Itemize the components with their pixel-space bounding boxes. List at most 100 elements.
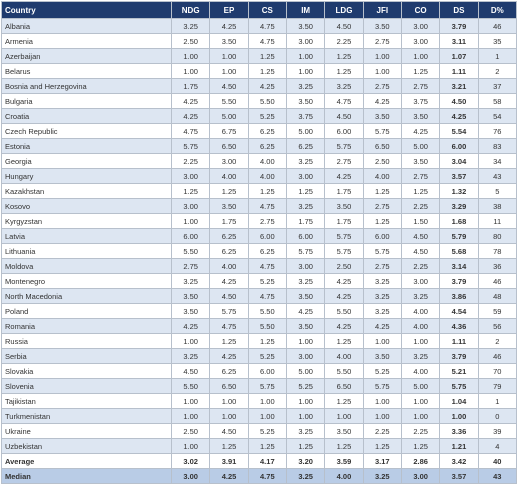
cell: 2.86 (400, 453, 441, 469)
cell: 1.75 (324, 213, 364, 229)
cell: 5.25 (247, 348, 287, 364)
table-row: Azerbaijan 1.00 1.00 1.25 1.00 1.25 1.00 1.00 1.… (1, 48, 518, 64)
cell: 3.00 (285, 348, 326, 364)
cell: 5.75 (170, 138, 211, 154)
cell: 4.75 (247, 198, 287, 214)
column-header: Country (1, 1, 172, 19)
table-row: Tajikistan 1.00 1.00 1.00 1.00 1.25 1.00 1.00 1.… (1, 393, 518, 409)
cell: 6.50 (209, 378, 249, 394)
cell: 1.00 (170, 393, 211, 409)
cell: 3.79 (439, 18, 479, 34)
cell: 3.25 (285, 468, 326, 484)
cell: 2.25 (400, 258, 441, 274)
cell: 3.36 (439, 423, 479, 439)
cell: 1.32 (439, 183, 479, 199)
cell: 3.25 (285, 153, 326, 169)
cell: 1.00 (362, 48, 402, 64)
cell: 4.54 (439, 303, 479, 319)
cell: 76 (477, 123, 518, 139)
cell: 2.50 (170, 33, 211, 49)
cell: 2.75 (400, 168, 441, 184)
cell: 1.00 (400, 408, 441, 424)
table-row: Average 3.02 3.91 4.17 3.20 3.59 3.17 2.86 3.42 4… (1, 453, 518, 469)
cell: 1.75 (324, 183, 364, 199)
cell: 3.25 (362, 303, 402, 319)
row-label: Albania (1, 18, 172, 34)
cell: 5.25 (247, 423, 287, 439)
cell: 1 (477, 393, 518, 409)
cell: 1.25 (209, 438, 249, 454)
cell: 1.25 (209, 333, 249, 349)
column-header: DS (439, 1, 479, 19)
cell: 1 (477, 48, 518, 64)
cell: 0 (477, 408, 518, 424)
row-label: North Macedonia (1, 288, 172, 304)
cell: 4.00 (324, 468, 364, 484)
cell: 3.50 (209, 198, 249, 214)
cell: 4.00 (209, 168, 249, 184)
cell: 1.75 (170, 78, 211, 94)
cell: 3.11 (439, 33, 479, 49)
cell: 3.00 (285, 258, 326, 274)
cell: 54 (477, 108, 518, 124)
cell: 5.50 (324, 303, 364, 319)
cell: 1.25 (247, 48, 287, 64)
cell: 4.50 (209, 423, 249, 439)
cell: 46 (477, 273, 518, 289)
table-row: Croatia 4.25 5.00 5.25 3.75 4.50 3.50 3.50 4.25 5… (1, 108, 518, 124)
column-header: D% (477, 1, 518, 19)
cell: 3.00 (170, 468, 211, 484)
cell: 1.00 (362, 393, 402, 409)
cell: 3.25 (400, 348, 441, 364)
cell: 2.25 (400, 198, 441, 214)
table-row: Moldova 2.75 4.00 4.75 3.00 2.50 2.75 2.25 3.14 3… (1, 258, 518, 274)
cell: 4.50 (324, 18, 364, 34)
cell: 1.00 (285, 393, 326, 409)
cell: 5.75 (209, 303, 249, 319)
table-row: Armenia 2.50 3.50 4.75 3.00 2.25 2.75 3.00 3.11 3… (1, 33, 518, 49)
row-label: Poland (1, 303, 172, 319)
row-label: Armenia (1, 33, 172, 49)
cell: 5.50 (247, 303, 287, 319)
table-row: Slovakia 4.50 6.25 6.00 5.00 5.50 5.25 4.00 5.21… (1, 363, 518, 379)
cell: 5.00 (285, 363, 326, 379)
cell: 1.00 (324, 408, 364, 424)
cell: 3.25 (324, 78, 364, 94)
cell: 40 (477, 453, 518, 469)
cell: 1.25 (400, 63, 441, 79)
cell: 3.00 (285, 33, 326, 49)
cell: 70 (477, 363, 518, 379)
cell: 3.50 (285, 288, 326, 304)
row-label: Azerbaijan (1, 48, 172, 64)
cell: 2.75 (362, 258, 402, 274)
cell: 1.00 (170, 408, 211, 424)
cell: 6.00 (362, 228, 402, 244)
cell: 3.57 (439, 168, 479, 184)
cell: 1.00 (170, 438, 211, 454)
cell: 6.25 (209, 228, 249, 244)
cell: 1.00 (285, 48, 326, 64)
cell: 2.50 (170, 423, 211, 439)
cell: 1.00 (209, 48, 249, 64)
cell: 5.54 (439, 123, 479, 139)
row-label: Belarus (1, 63, 172, 79)
cell: 1.50 (400, 213, 441, 229)
cell: 1.25 (247, 183, 287, 199)
cell: 3.25 (170, 18, 211, 34)
column-header: EP (209, 1, 249, 19)
cell: 78 (477, 243, 518, 259)
row-label: Croatia (1, 108, 172, 124)
cell: 46 (477, 18, 518, 34)
column-header: JFI (362, 1, 402, 19)
table-row: Turkmenistan 1.00 1.00 1.00 1.00 1.00 1.00 1.00… (1, 408, 518, 424)
cell: 3.25 (362, 288, 402, 304)
cell: 6.25 (247, 243, 287, 259)
cell: 1.00 (285, 333, 326, 349)
row-label: Bulgaria (1, 93, 172, 109)
cell: 4.50 (400, 243, 441, 259)
cell: 1.21 (439, 438, 479, 454)
cell: 1.00 (170, 213, 211, 229)
cell: 1.25 (170, 183, 211, 199)
cell: 80 (477, 228, 518, 244)
cell: 3.25 (285, 78, 326, 94)
